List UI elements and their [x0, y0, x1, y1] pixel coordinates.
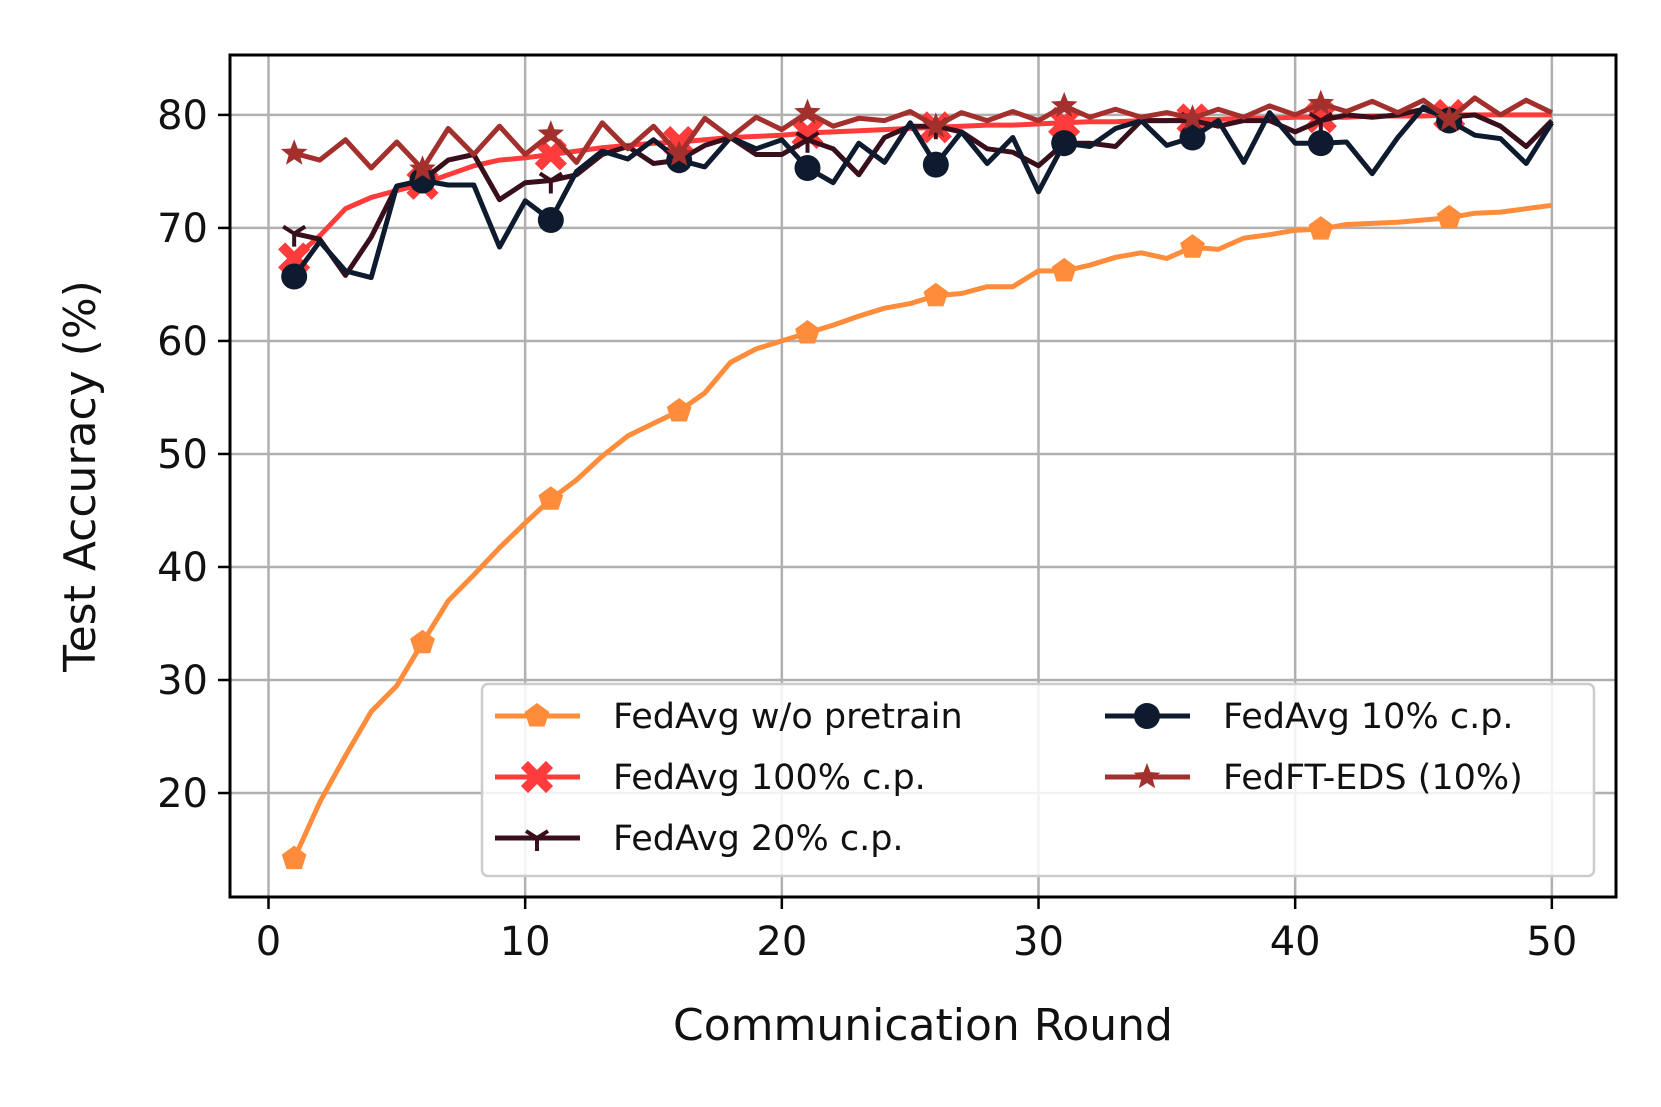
y-axis-label: Test Accuracy (%)	[55, 280, 106, 673]
legend-item: FedAvg 20% c.p.	[495, 819, 904, 859]
legend-label: FedAvg 10% c.p.	[1223, 697, 1514, 737]
data-point-marker	[410, 629, 435, 654]
data-point-marker	[922, 151, 949, 178]
plot-frame	[228, 53, 1618, 899]
legend-label: FedAvg 20% c.p.	[613, 819, 904, 859]
series-line	[292, 104, 1554, 281]
x-tick-label: 0	[256, 919, 281, 965]
y-tick-label: 70	[157, 206, 208, 252]
series-layer	[278, 89, 1554, 870]
x-tick-label: 50	[1526, 919, 1577, 965]
y-tick-label: 20	[157, 771, 208, 817]
legend-label: FedAvg w/o pretrain	[613, 697, 963, 737]
legend-item: FedAvg w/o pretrain	[495, 697, 963, 737]
legend-item: FedFT-EDS (10%)	[1105, 758, 1523, 798]
data-point-marker	[409, 155, 436, 181]
data-point-marker	[794, 98, 821, 124]
data-point-marker	[1048, 106, 1081, 139]
series-line	[293, 95, 1553, 172]
data-point-marker	[1051, 130, 1078, 157]
data-point-marker	[1050, 91, 1078, 118]
series-line	[291, 202, 1553, 860]
data-point-marker	[1307, 89, 1335, 115]
data-point-marker	[1308, 216, 1334, 240]
data-point-marker	[1435, 105, 1463, 131]
data-point-marker	[409, 167, 436, 194]
series-4	[281, 104, 1554, 290]
y-tick-label: 40	[157, 545, 208, 591]
y-tick-label: 30	[157, 658, 208, 704]
data-point-marker	[280, 139, 308, 165]
legend-label: FedAvg 100% c.p.	[613, 758, 926, 798]
legend-item: FedAvg 10% c.p.	[1105, 697, 1514, 737]
data-point-marker	[923, 282, 949, 307]
y-tick-label: 80	[157, 93, 208, 139]
y-tick-label: 60	[157, 319, 208, 365]
legend-item: FedAvg 100% c.p.	[495, 758, 926, 798]
x-tick-label: 10	[500, 919, 551, 965]
series-line	[293, 106, 1554, 278]
data-point-marker	[791, 116, 824, 150]
data-point-marker	[795, 320, 820, 344]
data-point-marker	[1307, 130, 1334, 157]
y-tick-label: 50	[157, 432, 208, 478]
x-tick-label: 20	[756, 919, 807, 965]
data-point-marker	[281, 263, 308, 290]
legend-marker	[524, 703, 550, 727]
data-point-marker	[1179, 104, 1206, 130]
legend: FedAvg w/o pretrain FedAvg 100% c.p. FedAv…	[480, 682, 1596, 878]
data-point-marker	[538, 171, 563, 194]
data-point-marker	[534, 138, 567, 171]
legend-marker	[520, 760, 554, 794]
data-point-marker	[282, 224, 307, 247]
legend-label: FedFT-EDS (10%)	[1223, 758, 1523, 798]
legend-marker	[1133, 763, 1161, 789]
x-tick-label: 30	[1013, 919, 1064, 965]
data-point-marker	[281, 845, 307, 870]
axes: 0 10 20 30 40 50 20 30 40 50 60 70 80	[157, 93, 1577, 965]
legend-marker	[524, 829, 550, 851]
data-point-marker	[1179, 124, 1206, 151]
data-point-marker	[1051, 257, 1077, 282]
data-point-marker	[1180, 234, 1205, 258]
legend-marker	[1134, 703, 1160, 729]
data-point-marker	[795, 131, 820, 153]
data-point-marker	[537, 120, 565, 146]
data-point-marker	[665, 140, 693, 166]
data-point-marker	[538, 486, 564, 510]
x-tick-label: 40	[1270, 919, 1321, 965]
data-point-marker	[1436, 204, 1462, 229]
series-1	[281, 202, 1553, 870]
x-axis-label: Communication Round	[673, 1000, 1173, 1051]
data-point-marker	[537, 207, 564, 234]
legend-box	[480, 682, 1596, 878]
series-5	[280, 89, 1553, 181]
data-point-marker	[794, 155, 821, 182]
data-point-marker	[666, 398, 692, 422]
data-point-marker	[922, 112, 950, 138]
